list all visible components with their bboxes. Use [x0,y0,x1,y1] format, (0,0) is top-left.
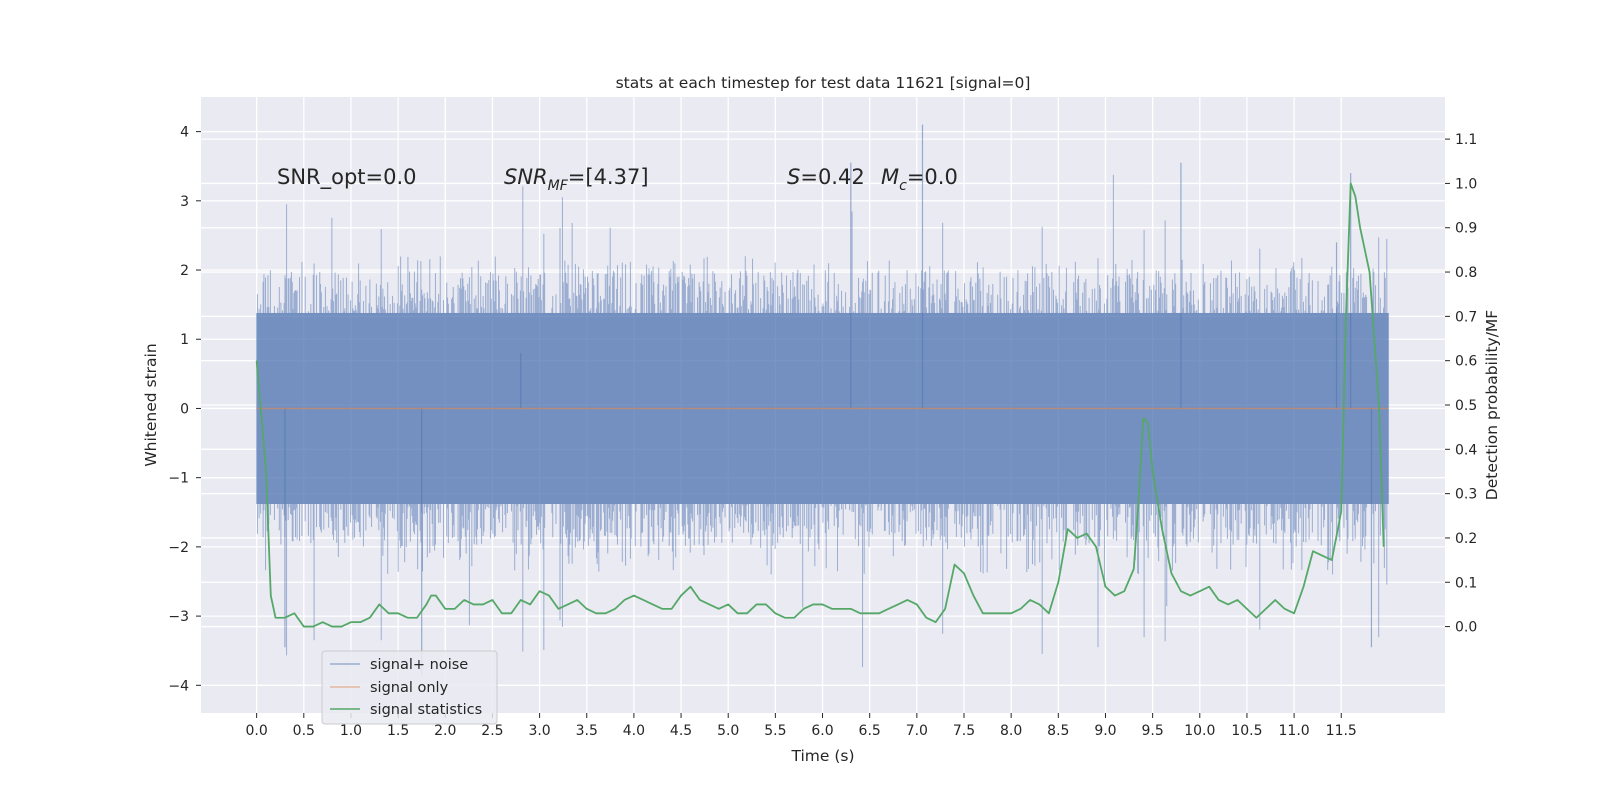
y-right-tick-label-9: 0.9 [1455,221,1477,237]
y-right-tick-label-0: 0.0 [1455,620,1477,636]
annotation-snr-mf: SNRMF=[4.37] [504,165,649,194]
y-left-tick-label-5: 1 [180,332,189,348]
annotation-s: S=0.42 [787,165,865,189]
annotation-snr-opt: SNR_opt=0.0 [277,165,417,190]
s-symbol: S [787,165,800,189]
y-axis-label-right: Detection probability/MF [1483,310,1501,501]
y-left-tick-label-0: −4 [168,678,189,694]
x-tick-label-10: 5.0 [717,723,739,739]
x-tick-label-2: 1.0 [340,723,362,739]
x-tick-label-12: 6.0 [811,723,833,739]
x-tick-label-5: 2.5 [481,723,503,739]
y-right-tick-label-2: 0.2 [1455,531,1477,547]
x-tick-label-13: 6.5 [859,723,881,739]
x-tick-label-8: 4.0 [623,723,645,739]
snr-mf-value: =[4.37] [568,165,649,189]
x-tick-label-23: 11.5 [1326,723,1357,739]
s-value: =0.42 [800,165,864,189]
legend: signal+ noise signal only signal statist… [321,650,498,725]
x-tick-label-1: 0.5 [293,723,315,739]
x-tick-label-4: 2.0 [434,723,456,739]
mc-symbol: M [881,165,899,189]
y-right-tick-label-4: 0.4 [1455,442,1477,458]
legend-label-signal-noise: signal+ noise [370,657,468,673]
y-left-tick-label-3: −1 [168,471,189,487]
y-right-tick-label-6: 0.6 [1455,354,1477,370]
x-tick-label-22: 11.0 [1279,723,1310,739]
legend-label-signal-only: signal only [370,680,449,696]
x-tick-label-6: 3.0 [528,723,550,739]
x-tick-label-18: 9.0 [1094,723,1116,739]
snr-mf-symbol: SNR [504,165,548,189]
y-right-tick-label-1: 0.1 [1455,575,1477,591]
y-left-tick-label-2: −2 [168,540,189,556]
annotation-mc: Mc=0.0 [881,165,958,194]
x-tick-label-17: 8.5 [1047,723,1069,739]
x-axis: 0.0 0.5 1.0 1.5 2.0 2.5 3.0 3.5 4.0 4.5 5.0 5.5 6.0 6… [246,713,1357,739]
x-axis-label: Time (s) [790,747,854,765]
y-left-tick-label-7: 3 [180,194,189,210]
mc-subscript: c [899,178,907,194]
y-right-tick-label-3: 0.3 [1455,487,1477,503]
y-right-tick-label-11: 1.1 [1455,132,1477,148]
y-left-tick-label-8: 4 [180,125,189,141]
x-tick-label-16: 8.0 [1000,723,1022,739]
snr-mf-subscript: MF [548,178,569,194]
y-left-tick-label-6: 2 [180,263,189,279]
y-left-tick-label-1: −3 [168,609,189,625]
x-tick-label-14: 7.0 [906,723,928,739]
y-right-tick-label-5: 0.5 [1455,398,1477,414]
legend-label-signal-statistics: signal statistics [370,702,482,718]
y-axis-right: 0.0 0.1 0.2 0.3 0.4 0.5 0.6 0.7 0.8 0.9 1.0 1.1 [1445,132,1477,636]
x-tick-label-15: 7.5 [953,723,975,739]
x-tick-label-0: 0.0 [246,723,268,739]
y-right-tick-label-8: 0.8 [1455,265,1477,281]
legend-box [321,650,498,725]
y-left-tick-label-4: 0 [180,401,189,417]
x-tick-label-20: 10.0 [1184,723,1215,739]
chart-title: stats at each timestep for test data 116… [616,74,1031,92]
y-right-tick-label-10: 1.0 [1455,176,1477,192]
signal-statistics-series [255,182,1385,628]
y-axis-label-left: Whitened strain [142,343,160,466]
signal-statistics-line [255,182,1385,628]
y-axis-left: −4 −3 −2 −1 0 1 2 3 4 [168,125,201,694]
x-tick-label-3: 1.5 [387,723,409,739]
x-tick-label-19: 9.5 [1141,723,1163,739]
x-tick-label-9: 4.5 [670,723,692,739]
x-tick-label-21: 10.5 [1231,723,1262,739]
y-right-tick-label-7: 0.7 [1455,309,1477,325]
x-tick-label-7: 3.5 [576,723,598,739]
mc-value: =0.0 [907,165,958,189]
x-tick-label-11: 5.5 [764,723,786,739]
